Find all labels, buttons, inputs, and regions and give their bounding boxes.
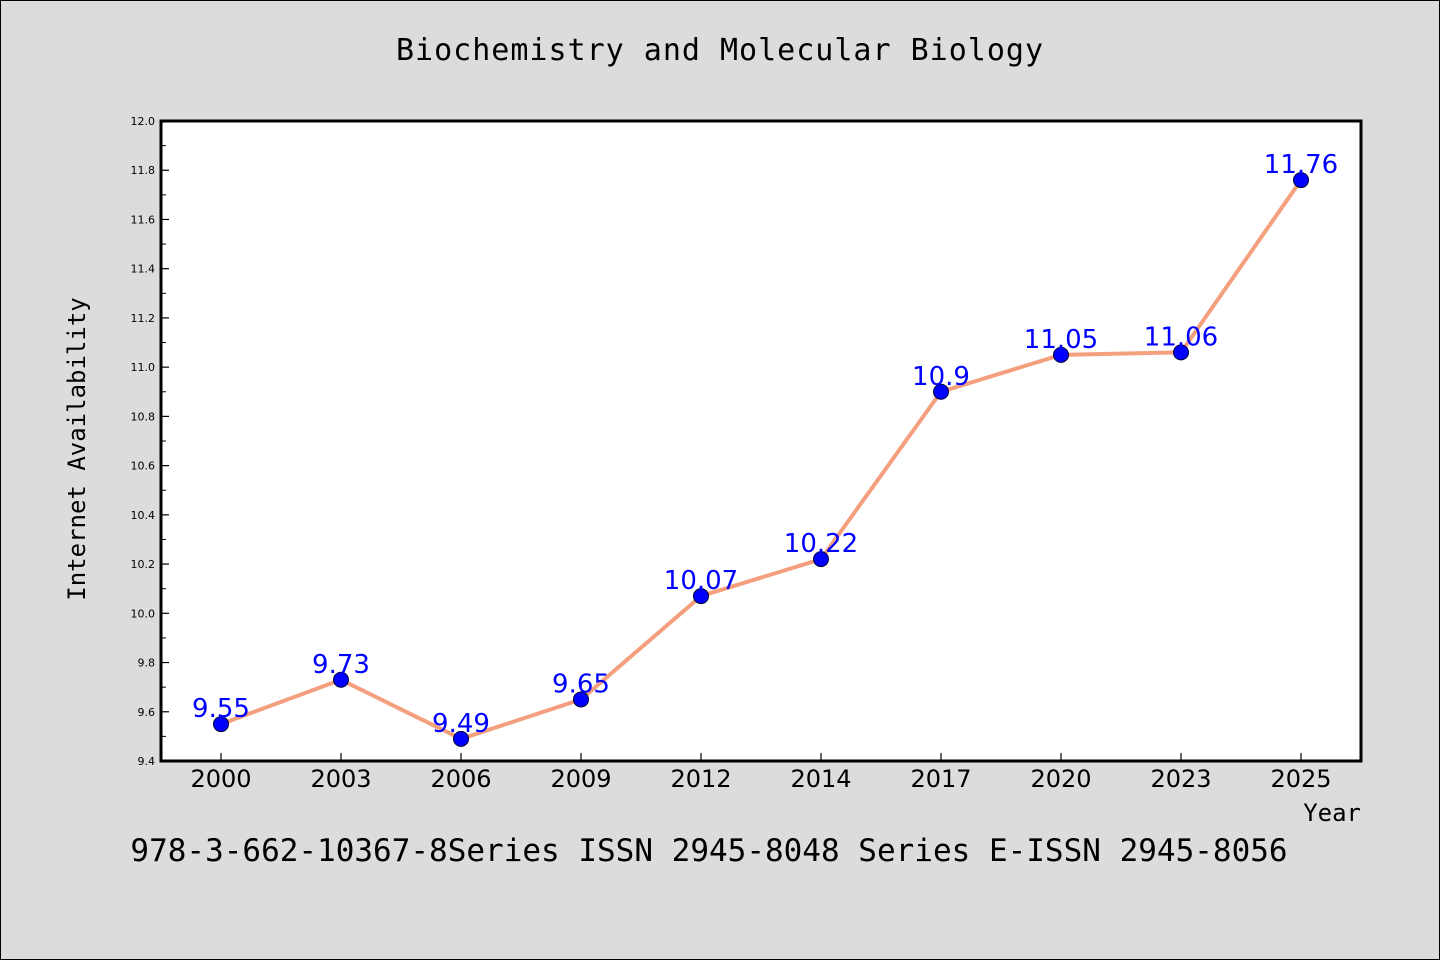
y-tick-label: 9.6	[138, 706, 156, 719]
data-point	[213, 716, 229, 733]
y-tick-label: 10.2	[131, 558, 156, 571]
chart-title: Biochemistry and Molecular Biology	[395, 33, 1045, 68]
x-tick-label: 2014	[790, 765, 851, 793]
x-tick-label: 2006	[430, 765, 491, 793]
y-axis-ticks: 9.4 9.6 9.8 10.0 10.2 10.4 10.6 10.8 11.0 11.2 11.…	[131, 115, 169, 768]
x-tick-label: 2009	[550, 765, 611, 793]
data-point	[693, 588, 709, 605]
footer-isbn-issn: 978-3-662-10367-8Series ISSN 2945-8048 S…	[130, 833, 1288, 869]
data-label: 10.9	[912, 362, 970, 392]
plot-area	[159, 119, 1363, 763]
series-line-group	[219, 178, 1303, 741]
data-point	[1293, 172, 1309, 189]
data-label: 9.73	[312, 650, 370, 680]
y-tick-label: 11.8	[131, 164, 156, 177]
data-labels-group: 9.55 9.73 9.49 9.65 10.07 10.22 10.9 11.05 11.06…	[192, 150, 1338, 739]
y-tick-label: 10.8	[131, 410, 156, 423]
y-tick-label: 11.6	[131, 213, 156, 226]
y-tick-label: 10.0	[131, 607, 156, 620]
x-tick-label: 2023	[1150, 765, 1211, 793]
y-tick-label: 10.6	[131, 460, 156, 473]
series-line	[219, 178, 1303, 741]
y-tick-label: 12.0	[131, 115, 156, 128]
x-tick-label: 2025	[1270, 765, 1331, 793]
y-tick-label: 11.2	[131, 312, 156, 325]
data-point	[333, 671, 349, 688]
x-tick-label: 2012	[670, 765, 731, 793]
x-axis-ticks: 2000 2003 2006 2009 2012 2014 2017 2020 2023 2025	[190, 753, 1332, 793]
data-label: 10.07	[664, 566, 738, 596]
x-tick-label: 2000	[190, 765, 251, 793]
data-label: 9.55	[192, 694, 250, 724]
data-point	[453, 730, 469, 747]
y-tick-label: 11.0	[131, 361, 156, 374]
data-label: 9.65	[552, 669, 610, 699]
data-label: 9.49	[432, 709, 490, 739]
y-tick-label: 9.4	[138, 755, 156, 768]
y-tick-label: 9.8	[138, 657, 156, 670]
data-point	[933, 383, 949, 400]
series-points-group	[213, 172, 1309, 747]
data-point	[573, 691, 589, 708]
y-tick-label: 10.4	[131, 509, 156, 522]
data-point	[813, 551, 829, 568]
y-tick-label: 11.4	[131, 263, 156, 276]
x-tick-label: 2020	[1030, 765, 1091, 793]
x-tick-label: 2003	[310, 765, 371, 793]
y-axis-label: Internet Availability	[63, 297, 91, 600]
x-tick-label: 2017	[910, 765, 971, 793]
data-point	[1053, 346, 1069, 363]
data-label: 10.22	[784, 529, 858, 559]
data-label: 11.76	[1264, 150, 1338, 180]
data-point	[1173, 344, 1189, 361]
x-axis-label: Year	[1303, 799, 1361, 827]
data-label: 11.05	[1024, 325, 1098, 355]
data-label: 11.06	[1144, 322, 1218, 352]
